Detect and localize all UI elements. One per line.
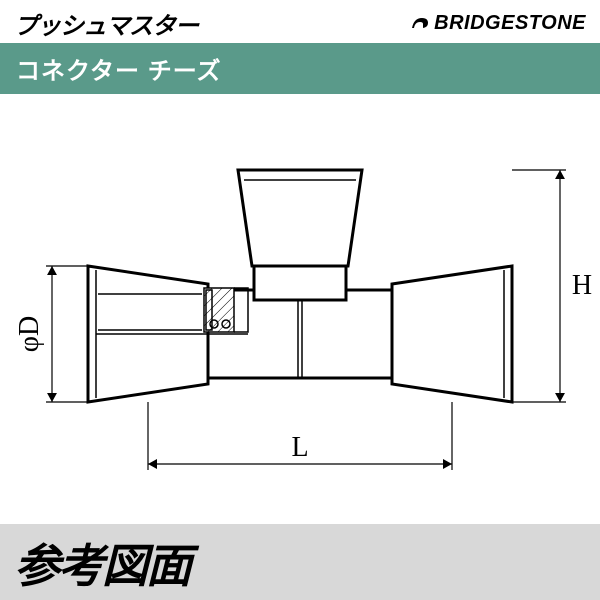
- svg-text:L: L: [291, 432, 308, 463]
- svg-text:φD: φD: [14, 316, 45, 352]
- subtitle-text: コネクター チーズ: [16, 58, 222, 85]
- brand-mark-icon: [410, 14, 430, 34]
- engineering-diagram: L HφD: [0, 94, 600, 514]
- svg-text:H: H: [572, 270, 592, 301]
- header-row: プッシュマスター BRIDGESTONE: [0, 0, 600, 43]
- brand-name: BRIDGESTONE: [434, 12, 586, 35]
- footer-label: 参考図面: [14, 530, 586, 596]
- product-line-label: プッシュマスター: [14, 6, 198, 41]
- brand-logo: BRIDGESTONE: [410, 12, 586, 35]
- diagram-area: L HφD: [0, 94, 600, 514]
- subtitle-bar: コネクター チーズ: [0, 43, 600, 94]
- footer-bar: 参考図面: [0, 524, 600, 600]
